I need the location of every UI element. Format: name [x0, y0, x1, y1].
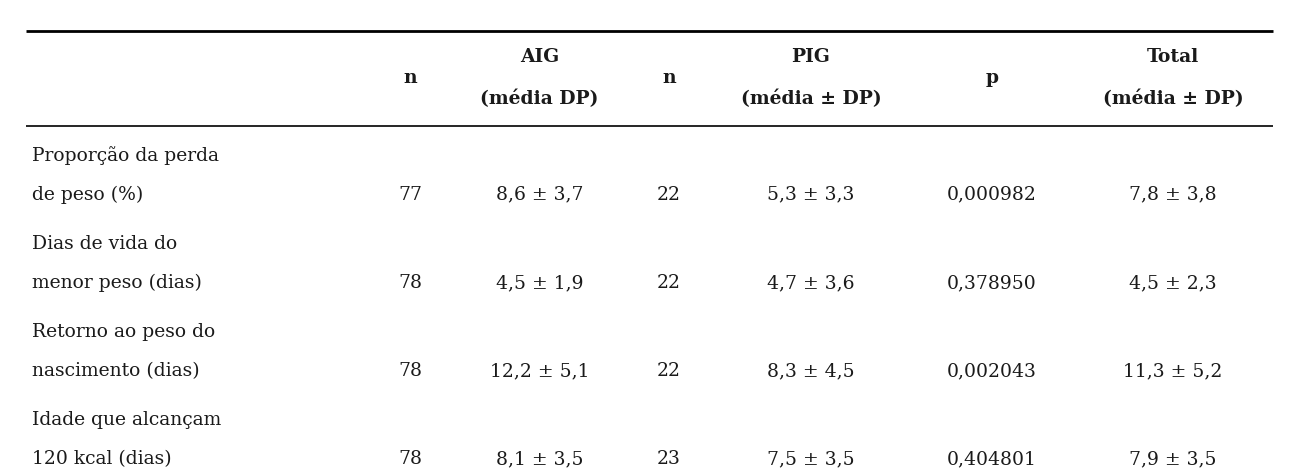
Text: 77: 77	[399, 186, 422, 204]
Text: 78: 78	[399, 450, 422, 468]
Text: Total: Total	[1147, 48, 1199, 66]
Text: 22: 22	[657, 186, 681, 204]
Text: 0,404801: 0,404801	[947, 450, 1037, 468]
Text: 8,1 ± 3,5: 8,1 ± 3,5	[496, 450, 583, 468]
Text: 8,3 ± 4,5: 8,3 ± 4,5	[768, 362, 855, 380]
Text: 5,3 ± 3,3: 5,3 ± 3,3	[768, 186, 855, 204]
Text: 7,9 ± 3,5: 7,9 ± 3,5	[1129, 450, 1217, 468]
Text: PIG: PIG	[791, 48, 830, 66]
Text: 8,6 ± 3,7: 8,6 ± 3,7	[496, 186, 583, 204]
Text: 11,3 ± 5,2: 11,3 ± 5,2	[1124, 362, 1222, 380]
Text: 22: 22	[657, 274, 681, 292]
Text: AIG: AIG	[520, 48, 560, 66]
Text: Idade que alcançam: Idade que alcançam	[32, 411, 222, 429]
Text: Dias de vida do: Dias de vida do	[32, 235, 178, 253]
Text: 22: 22	[657, 362, 681, 380]
Text: p: p	[986, 69, 999, 87]
Text: 4,7 ± 3,6: 4,7 ± 3,6	[768, 274, 855, 292]
Text: nascimento (dias): nascimento (dias)	[32, 362, 200, 380]
Text: 4,5 ± 2,3: 4,5 ± 2,3	[1129, 274, 1217, 292]
Text: (média ± DP): (média ± DP)	[740, 90, 881, 108]
Text: Proporção da perda: Proporção da perda	[32, 146, 220, 165]
Text: 78: 78	[399, 274, 422, 292]
Text: 23: 23	[657, 450, 681, 468]
Text: Retorno ao peso do: Retorno ao peso do	[32, 323, 216, 341]
Text: (média DP): (média DP)	[481, 90, 599, 108]
Text: (média ± DP): (média ± DP)	[1103, 90, 1243, 108]
Text: 0,000982: 0,000982	[947, 186, 1037, 204]
Text: 12,2 ± 5,1: 12,2 ± 5,1	[490, 362, 590, 380]
Text: n: n	[404, 69, 417, 87]
Text: 0,002043: 0,002043	[947, 362, 1037, 380]
Text: 78: 78	[399, 362, 422, 380]
Text: 0,378950: 0,378950	[947, 274, 1037, 292]
Text: n: n	[662, 69, 675, 87]
Text: de peso (%): de peso (%)	[32, 186, 144, 204]
Text: 120 kcal (dias): 120 kcal (dias)	[32, 450, 171, 468]
Text: 7,5 ± 3,5: 7,5 ± 3,5	[768, 450, 855, 468]
Text: 4,5 ± 1,9: 4,5 ± 1,9	[496, 274, 583, 292]
Text: 7,8 ± 3,8: 7,8 ± 3,8	[1129, 186, 1217, 204]
Text: menor peso (dias): menor peso (dias)	[32, 274, 203, 292]
